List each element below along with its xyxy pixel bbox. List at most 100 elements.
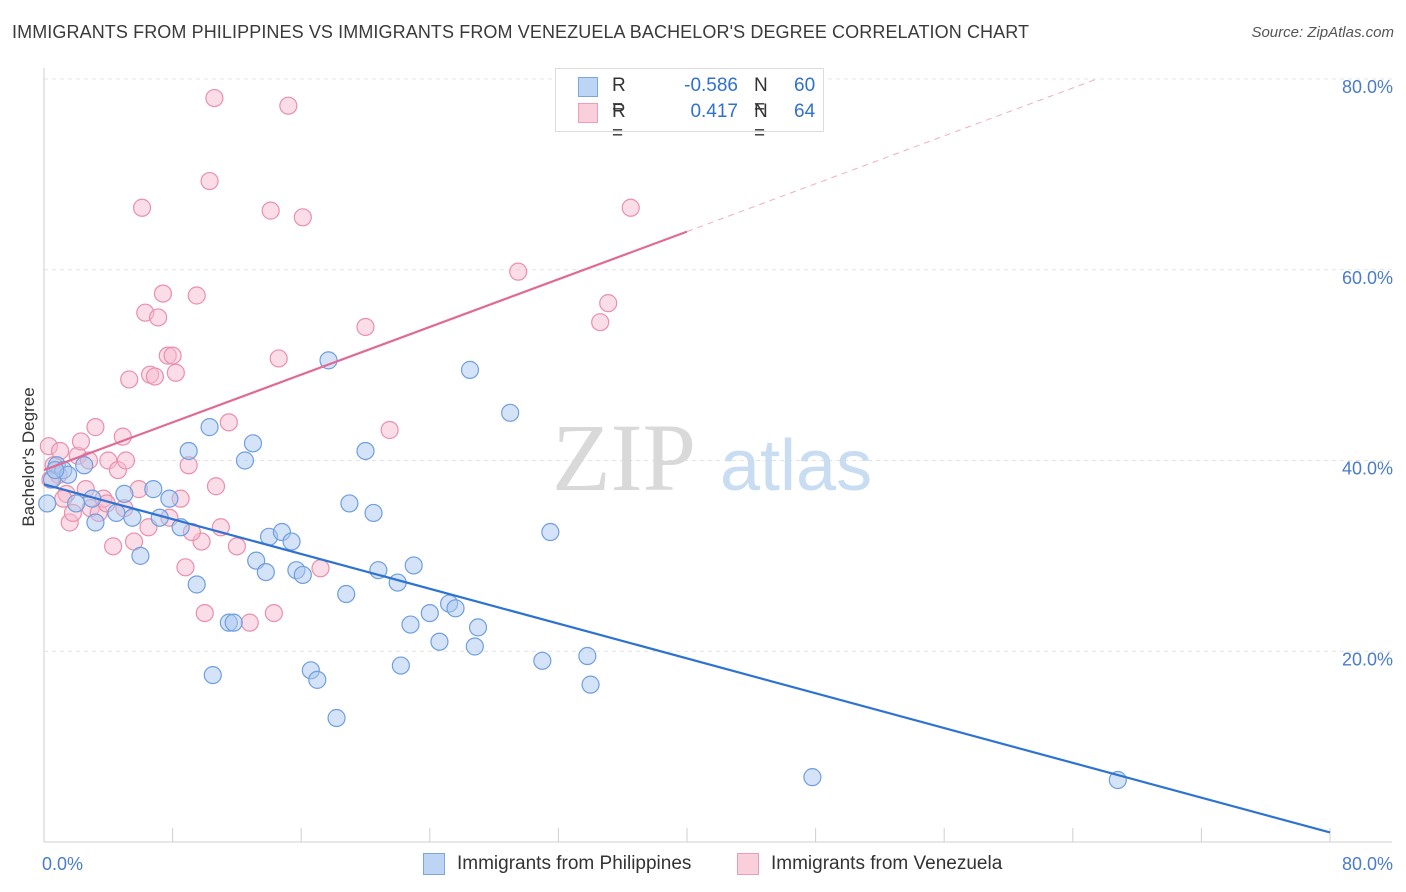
data-point: [227, 537, 246, 556]
data-point: [115, 484, 134, 503]
data-point: [541, 522, 560, 542]
data-point: [200, 171, 219, 191]
data-point: [104, 537, 123, 556]
grid-layer: [44, 78, 1392, 652]
legend-label-venezuela: Immigrants from Venezuela: [771, 853, 1003, 874]
legend-swatch-blue: [578, 77, 598, 97]
data-point: [187, 575, 206, 594]
series-legend: Immigrants from Philippines Immigrants f…: [0, 852, 1406, 878]
data-point: [578, 646, 597, 666]
data-point: [160, 489, 179, 508]
data-point: [187, 286, 206, 305]
data-point: [240, 613, 259, 632]
data-point: [340, 494, 359, 513]
data-point: [621, 198, 640, 217]
x-tick-label: 80.0%: [1342, 854, 1393, 874]
trend-lines: [43, 78, 1331, 834]
data-point: [131, 546, 150, 565]
data-point: [337, 584, 356, 604]
y-tick-label: 80.0%: [1342, 77, 1393, 97]
data-point: [38, 494, 57, 513]
data-point: [308, 670, 327, 689]
legend-r-label: R =: [612, 75, 626, 118]
data-point: [264, 603, 283, 623]
data-point: [391, 656, 410, 675]
data-point: [123, 508, 142, 527]
watermark-zip: ZIP: [552, 404, 696, 511]
data-point: [149, 308, 168, 327]
chart-title: IMMIGRANTS FROM PHILIPPINES VS IMMIGRANT…: [12, 22, 1030, 42]
data-point: [401, 615, 420, 634]
data-point: [75, 456, 94, 475]
watermark: ZIP atlas: [552, 404, 872, 511]
x-tick-labels: 0.0% 80.0%: [42, 854, 1393, 874]
y-tick-label: 40.0%: [1342, 459, 1393, 479]
data-point: [279, 96, 298, 115]
data-point: [86, 513, 105, 532]
data-point: [404, 556, 423, 575]
data-point: [256, 562, 275, 582]
legend-r-value: -0.586: [684, 75, 738, 96]
y-axis-label: Bachelor's Degree: [19, 387, 38, 526]
data-point: [468, 618, 488, 637]
y-tick-label: 60.0%: [1342, 268, 1393, 288]
data-point: [144, 480, 163, 499]
legend-swatch-pink: [737, 853, 759, 875]
data-point: [599, 294, 618, 313]
legend-label-philippines: Immigrants from Philippines: [457, 853, 692, 874]
legend-swatch-blue: [423, 853, 445, 875]
data-point: [71, 432, 91, 451]
y-tick-labels: 20.0% 40.0% 60.0% 80.0%: [1342, 77, 1393, 669]
data-point: [206, 477, 226, 496]
data-point: [460, 360, 480, 379]
y-tick-label: 20.0%: [1342, 649, 1393, 669]
data-point: [116, 451, 136, 470]
data-point: [327, 708, 346, 728]
data-point: [446, 599, 465, 618]
data-point: [166, 363, 185, 382]
data-point: [219, 413, 238, 432]
data-point: [509, 262, 528, 281]
data-point: [176, 558, 195, 577]
data-point: [269, 349, 288, 368]
data-point: [465, 637, 484, 656]
data-point: [67, 494, 86, 513]
data-point: [243, 434, 263, 453]
watermark-atlas: atlas: [720, 426, 872, 506]
data-point: [293, 565, 312, 585]
legend-n-value: 60: [794, 75, 816, 96]
correlation-legend: R = -0.586 N = 60 R = 0.417 N = 64: [555, 68, 824, 144]
legend-n-label: N =: [754, 101, 768, 144]
legend-n-value: 64: [794, 101, 816, 122]
data-point: [311, 559, 330, 578]
data-point: [533, 651, 552, 670]
data-point: [356, 317, 375, 337]
series-venezuela-points: [39, 88, 640, 632]
data-point: [205, 88, 224, 108]
data-point: [581, 675, 600, 694]
trend-extension-venezuela: [686, 78, 1098, 233]
data-point: [132, 198, 152, 217]
series-philippines-points: [38, 351, 1127, 790]
data-point: [380, 420, 399, 440]
data-point: [200, 418, 219, 437]
data-point: [203, 665, 222, 685]
legend-n-label: N =: [754, 75, 768, 118]
source-text: Source: ZipAtlas.com: [1251, 24, 1394, 41]
data-point: [163, 346, 182, 365]
data-point: [86, 418, 105, 437]
data-point: [224, 613, 243, 632]
data-point: [195, 603, 214, 623]
data-point: [145, 367, 165, 386]
legend-swatch-pink: [578, 103, 598, 123]
data-point: [120, 370, 139, 389]
data-point: [293, 208, 312, 227]
data-point: [107, 503, 126, 523]
data-point: [364, 503, 383, 523]
legend-r-label: R =: [612, 101, 626, 144]
data-point: [501, 403, 520, 422]
x-tick-marks: [43, 828, 1331, 842]
data-point: [282, 532, 301, 551]
data-point: [179, 441, 198, 461]
